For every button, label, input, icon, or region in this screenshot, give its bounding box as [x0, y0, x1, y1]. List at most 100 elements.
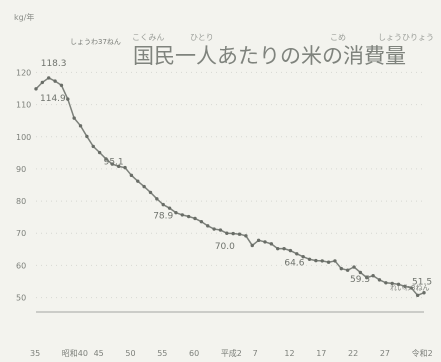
- consumption-point: [72, 116, 76, 120]
- title-ruby-kome: こめ: [330, 33, 346, 42]
- x-tick-label: 令和2: [412, 348, 433, 358]
- consumption-point: [136, 179, 140, 183]
- x-tick-label: 平成2: [221, 348, 242, 358]
- consumption-point: [403, 284, 407, 289]
- consumption-point: [377, 278, 382, 282]
- x-tick-label: 12: [284, 349, 294, 358]
- consumption-point: [422, 291, 426, 295]
- consumption-point: [244, 234, 248, 238]
- x-tick-label: 35: [30, 349, 40, 358]
- x-tick-label: 27: [380, 349, 390, 358]
- y-tick-label: 90: [16, 165, 26, 174]
- y-tick-label: 60: [16, 261, 26, 270]
- consumption-point: [390, 281, 394, 286]
- consumption-point: [371, 273, 375, 278]
- consumption-point: [237, 232, 242, 236]
- consumption-point: [129, 173, 134, 178]
- consumption-point: [206, 224, 210, 228]
- consumption-point: [116, 164, 121, 169]
- consumption-point: [97, 150, 102, 155]
- consumption-point: [53, 79, 57, 83]
- data-label: 70.0: [215, 242, 235, 252]
- consumption-point: [409, 286, 413, 290]
- consumption-point: [295, 252, 299, 256]
- title-ruby-kokumin: こくみん: [132, 33, 164, 42]
- title-ruby-hitori: ひとり: [190, 33, 214, 42]
- consumption-point: [345, 268, 350, 272]
- annotation-note-showa: しょうわ37ねん: [70, 38, 121, 46]
- consumption-point: [263, 240, 267, 244]
- x-tick-label: 60: [189, 349, 199, 358]
- consumption-point: [104, 157, 108, 161]
- consumption-point: [47, 76, 51, 80]
- consumption-point: [326, 260, 331, 264]
- consumption-point: [314, 258, 318, 263]
- y-tick-label: 70: [16, 229, 26, 238]
- consumption-point: [85, 134, 89, 139]
- x-tick-label: 22: [348, 349, 358, 358]
- consumption-point: [250, 243, 254, 248]
- consumption-point: [180, 213, 184, 217]
- consumption-point: [91, 144, 95, 149]
- consumption-point: [384, 281, 388, 285]
- data-label: 95.1: [104, 158, 124, 168]
- consumption-point: [110, 162, 115, 166]
- consumption-point: [333, 259, 337, 263]
- y-tick-label: 120: [16, 68, 31, 77]
- consumption-point: [288, 248, 293, 253]
- consumption-point: [193, 216, 197, 221]
- consumption-point: [396, 282, 401, 287]
- x-tick-label: 45: [94, 349, 104, 358]
- data-label: 64.6: [284, 259, 304, 269]
- consumption-point: [276, 246, 280, 251]
- x-tick-label: 昭和40: [62, 349, 88, 358]
- y-tick-label: 50: [16, 294, 26, 303]
- consumption-point: [301, 255, 305, 259]
- consumption-point: [358, 270, 363, 275]
- data-label: 78.9: [153, 212, 173, 222]
- y-tick-label: 100: [16, 133, 31, 142]
- consumption-point: [218, 228, 223, 232]
- consumption-point: [365, 275, 369, 280]
- annotation-note-reiwa: れいわ3ねん: [390, 284, 429, 292]
- title-ruby-shohiryo: しょうひりょう: [378, 33, 434, 42]
- consumption-point: [142, 184, 146, 189]
- consumption-point: [352, 265, 356, 269]
- consumption-point: [161, 202, 165, 207]
- consumption-point: [199, 219, 204, 224]
- y-tick-label: 110: [16, 101, 31, 110]
- consumption-point: [167, 206, 172, 210]
- consumption-point: [66, 97, 70, 101]
- consumption-point: [186, 214, 191, 219]
- label-layer: 114.9 118.3 95.1 78.9 70.0 64.6 59.5 51.5 しょうわ37…: [40, 38, 432, 292]
- data-label: 59.5: [350, 275, 370, 285]
- consumption-point: [174, 210, 178, 215]
- consumption-point: [148, 190, 153, 195]
- consumption-point: [269, 242, 274, 246]
- consumption-point: [282, 246, 286, 251]
- consumption-point: [78, 124, 83, 128]
- consumption-point: [225, 231, 229, 235]
- consumption-point: [212, 227, 216, 231]
- consumption-point: [155, 197, 159, 201]
- y-axis-unit: kg/年: [14, 12, 34, 22]
- consumption-point: [339, 266, 344, 271]
- chart-title: 国民一人あたりの米の消費量: [133, 44, 406, 68]
- x-tick-label: 17: [316, 349, 326, 358]
- consumption-point: [307, 257, 312, 261]
- data-label: 114.9: [40, 94, 66, 104]
- consumption-point: [40, 80, 45, 85]
- consumption-point: [256, 238, 261, 243]
- series-layer: [34, 76, 426, 298]
- x-tick-label: 55: [157, 349, 167, 358]
- consumption-point: [231, 231, 235, 236]
- consumption-point: [320, 259, 324, 263]
- x-tick-label: 7: [253, 349, 258, 358]
- y-tick-label: 80: [16, 197, 26, 206]
- data-label: 118.3: [41, 59, 67, 69]
- axis-layer: 120 110 100 90 80 70 60 50 35 昭和40 45 50 55 60 平成2 7 12 1…: [16, 68, 433, 358]
- consumption-point: [59, 83, 64, 87]
- consumption-point: [34, 87, 38, 91]
